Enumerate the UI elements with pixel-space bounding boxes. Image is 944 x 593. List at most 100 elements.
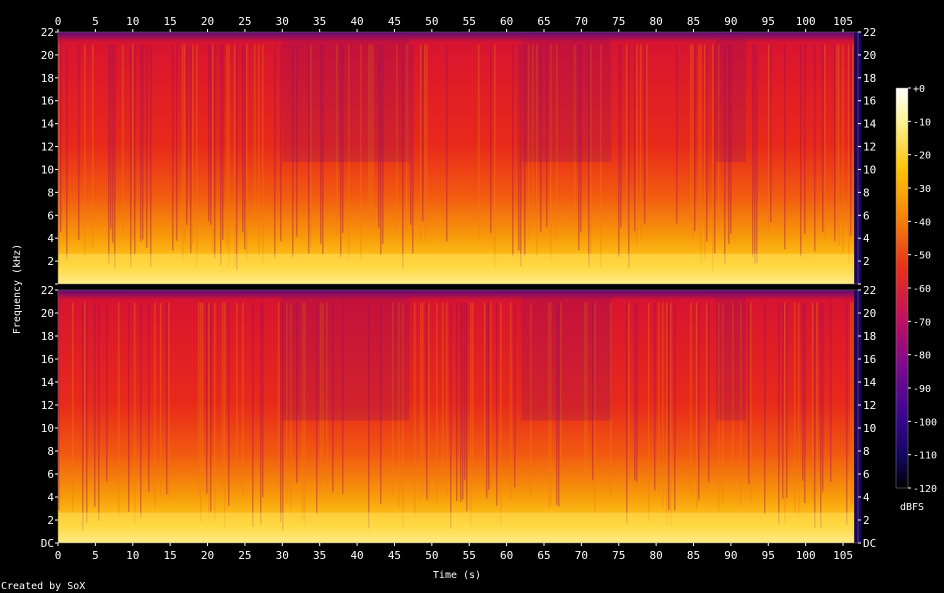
x-tick-label-top: 80 (650, 15, 663, 28)
y-tick-label-left: 18 (41, 330, 54, 343)
x-tick-label-top: 40 (350, 15, 363, 28)
x-tick-label-bottom: 85 (687, 549, 700, 562)
x-tick-label-top: 65 (537, 15, 550, 28)
y-tick-label-left: 6 (47, 209, 54, 222)
x-tick-label-bottom: 30 (276, 549, 289, 562)
y-tick-label-right: 18 (863, 330, 876, 343)
x-tick-label-bottom: 50 (425, 549, 438, 562)
y-tick-label-left: 4 (47, 491, 54, 504)
y-tick-label-right: 8 (863, 445, 870, 458)
x-axis-label: Time (s) (433, 570, 481, 581)
x-tick-label-top: 70 (575, 15, 588, 28)
colorbar-tick-label: -40 (913, 217, 931, 228)
colorbar-tick-label: -100 (913, 417, 937, 428)
x-tick-label-bottom: 10 (126, 549, 139, 562)
channel-2-spectrogram (57, 289, 861, 544)
y-tick-label-left: 16 (41, 95, 54, 108)
y-tick-label-left: 4 (47, 232, 54, 245)
y-tick-label-right: 8 (863, 186, 870, 199)
y-tick-label-right: 4 (863, 232, 870, 245)
y-tick-label-right: 22 (863, 284, 876, 297)
x-tick-label-top: 25 (238, 15, 251, 28)
y-tick-label-right: 14 (863, 376, 877, 389)
x-tick-label-top: 90 (724, 15, 737, 28)
x-tick-label-top: 60 (500, 15, 513, 28)
y-tick-label-left: 22 (41, 26, 54, 39)
colorbar-label: dBFS (900, 502, 924, 513)
y-tick-label-right: 2 (863, 255, 870, 268)
colorbar-tick-label: -90 (913, 384, 931, 395)
x-tick-label-top: 35 (313, 15, 326, 28)
x-tick-label-top: 105 (833, 15, 853, 28)
x-tick-label-bottom: 80 (650, 549, 663, 562)
x-tick-label-top: 10 (126, 15, 139, 28)
x-tick-label-top: 15 (164, 15, 177, 28)
colorbar-tick-label: -20 (913, 151, 931, 162)
y-tick-label-right: 6 (863, 209, 870, 222)
y-tick-label-left: 20 (41, 49, 54, 62)
x-tick-label-top: 100 (796, 15, 816, 28)
x-tick-label-bottom: 40 (350, 549, 363, 562)
y-tick-label-left: 18 (41, 72, 54, 85)
colorbar-tick-label: -10 (913, 117, 931, 128)
footer-credit: Created by SoX (1, 581, 85, 592)
x-tick-label-bottom: 90 (724, 549, 737, 562)
x-tick-label-bottom: 20 (201, 549, 214, 562)
y-tick-label-left: DC (41, 537, 54, 550)
x-tick-label-top: 30 (276, 15, 289, 28)
y-tick-label-left: 10 (41, 422, 54, 435)
y-tick-label-right: 16 (863, 353, 876, 366)
y-tick-label-right: 12 (863, 399, 876, 412)
colorbar-tick-label: -50 (913, 251, 931, 262)
x-tick-label-bottom: 35 (313, 549, 326, 562)
y-tick-label-left: 12 (41, 399, 54, 412)
x-tick-label-bottom: 60 (500, 549, 513, 562)
y-tick-label-right: DC (863, 537, 876, 550)
x-tick-label-bottom: 100 (796, 549, 816, 562)
y-tick-label-right: 6 (863, 468, 870, 481)
x-tick-label-top: 0 (55, 15, 62, 28)
x-tick-label-bottom: 25 (238, 549, 251, 562)
y-tick-label-left: 16 (41, 353, 54, 366)
x-tick-label-bottom: 5 (92, 549, 99, 562)
y-tick-label-left: 2 (47, 514, 54, 527)
y-tick-label-right: 2 (863, 514, 870, 527)
x-tick-label-top: 50 (425, 15, 438, 28)
y-tick-label-right: 22 (863, 26, 876, 39)
spectrogram-panels (57, 31, 861, 544)
y-tick-label-left: 20 (41, 307, 54, 320)
y-tick-label-left: 22 (41, 284, 54, 297)
x-tick-label-bottom: 75 (612, 549, 625, 562)
y-tick-label-right: 20 (863, 307, 876, 320)
x-tick-label-bottom: 65 (537, 549, 550, 562)
colorbar-tick-label: +0 (913, 84, 925, 95)
y-tick-label-right: 20 (863, 49, 876, 62)
x-tick-label-bottom: 15 (164, 549, 177, 562)
y-tick-label-left: 8 (47, 445, 54, 458)
colorbar-tick-label: -70 (913, 317, 931, 328)
x-tick-label-bottom: 55 (463, 549, 476, 562)
y-tick-label-right: 14 (863, 118, 877, 131)
y-tick-label-right: 18 (863, 72, 876, 85)
y-tick-label-left: 2 (47, 255, 54, 268)
x-tick-label-bottom: 95 (762, 549, 775, 562)
x-tick-label-top: 20 (201, 15, 214, 28)
y-tick-label-right: 4 (863, 491, 870, 504)
colorbar-ticks: +0 -10 -20 -30 -40 -50 -60 -70 -80 -90 -100 -110 -12… (908, 84, 937, 495)
channel-1-spectrogram (57, 31, 861, 285)
x-tick-label-bottom: 105 (833, 549, 853, 562)
colorbar-tick-label: -30 (913, 184, 931, 195)
y-tick-label-left: 14 (41, 376, 55, 389)
y-tick-label-right: 16 (863, 95, 876, 108)
y-axis-label: Frequency (kHz) (12, 244, 23, 334)
y-tick-label-left: 10 (41, 163, 54, 176)
y-tick-label-right: 10 (863, 163, 876, 176)
y-tick-label-right: 12 (863, 141, 876, 154)
x-tick-label-bottom: 45 (388, 549, 401, 562)
x-tick-label-bottom: 70 (575, 549, 588, 562)
x-tick-label-top: 5 (92, 15, 99, 28)
y-tick-label-left: 8 (47, 186, 54, 199)
x-tick-label-top: 75 (612, 15, 625, 28)
